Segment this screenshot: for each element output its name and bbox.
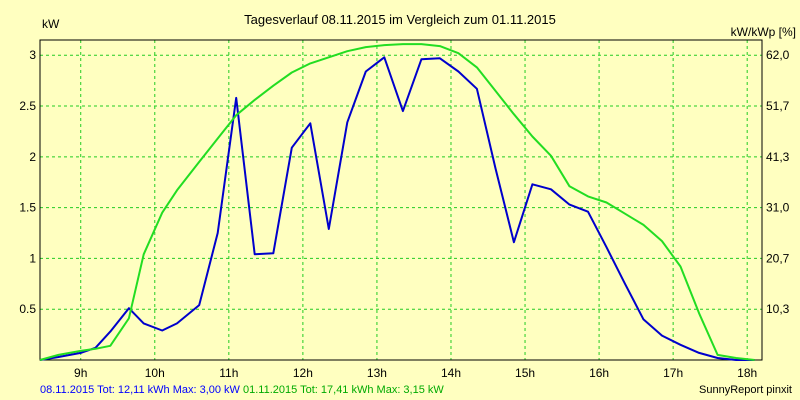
x-tick-label-8: 17h — [663, 366, 683, 380]
chart-title: Tagesverlauf 08.11.2015 im Vergleich zum… — [244, 12, 556, 27]
legend-green-summary: 01.11.2015 Tot: 17,41 kWh Max: 3,15 kW — [243, 384, 444, 396]
footer-brand: SunnyReport pinxit — [699, 384, 792, 396]
y-tick-label-3: 2 — [29, 150, 36, 164]
y-tick-label-4: 2.5 — [19, 99, 36, 113]
y2-tick-label-5: 62,0 — [766, 48, 790, 62]
y-axis-label: kW — [42, 17, 60, 31]
x-tick-label-3: 12h — [293, 366, 313, 380]
x-tick-label-4: 13h — [367, 366, 387, 380]
y2-tick-label-4: 51,7 — [766, 99, 790, 113]
tick-labels: 9h 10h 11h 12h 13h 14h 15h 16h 17h 18h 0.5 10,3 1 20,… — [19, 48, 789, 380]
x-tick-label-9: 18h — [737, 366, 757, 380]
y2-tick-label-2: 31,0 — [766, 201, 790, 215]
x-tick-label-1: 10h — [145, 366, 165, 380]
plot-frame — [39, 39, 763, 361]
grid — [40, 40, 762, 360]
y-tick-label-1: 1 — [29, 251, 36, 265]
y2-tick-label-0: 10,3 — [766, 302, 790, 316]
y-tick-label-5: 3 — [29, 48, 36, 62]
series-line-1 — [39, 43, 755, 361]
y-tick-label-0: 0.5 — [19, 302, 36, 316]
y-tick-label-2: 1.5 — [19, 201, 36, 215]
footer-summary: 08.11.2015 Tot: 12,11 kWh Max: 3,00 kW 0… — [40, 384, 444, 396]
y2-axis-label: kW/kWp [%] — [731, 25, 796, 39]
y2-tick-label-3: 41,3 — [766, 150, 790, 164]
x-tick-label-2: 11h — [219, 366, 238, 380]
series-line-0 — [39, 56, 755, 361]
legend-blue-summary: 08.11.2015 Tot: 12,11 kWh Max: 3,00 kW — [40, 384, 240, 396]
x-tick-label-5: 14h — [441, 366, 461, 380]
x-tick-label-0: 9h — [74, 366, 87, 380]
x-tick-label-7: 16h — [589, 366, 609, 380]
x-tick-label-6: 15h — [515, 366, 535, 380]
y2-tick-label-1: 20,7 — [766, 251, 790, 265]
series-lines — [39, 43, 755, 361]
